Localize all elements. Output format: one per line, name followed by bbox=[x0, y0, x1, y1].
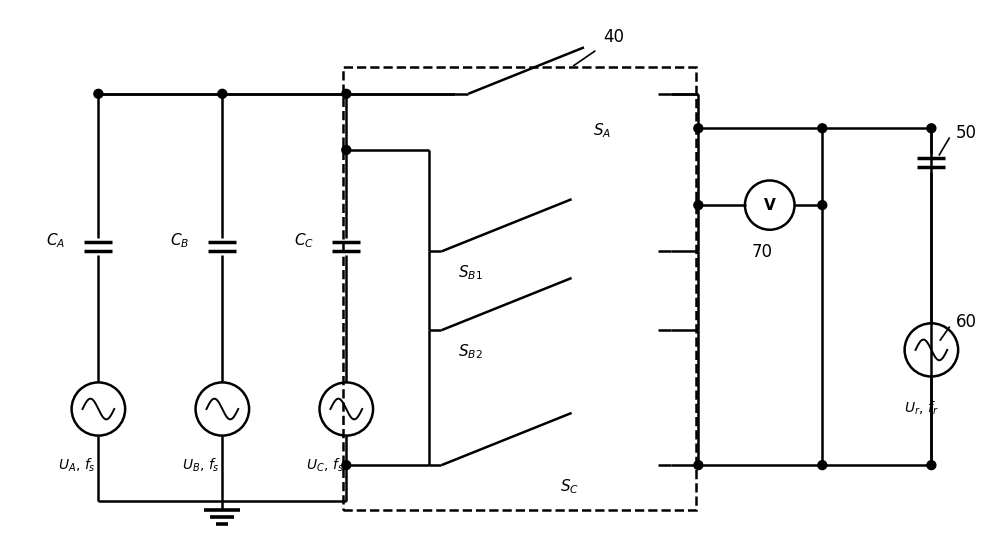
Circle shape bbox=[94, 90, 103, 98]
Text: $S_A$: $S_A$ bbox=[593, 121, 611, 140]
Circle shape bbox=[818, 461, 827, 470]
Circle shape bbox=[818, 201, 827, 210]
Circle shape bbox=[927, 124, 936, 133]
Circle shape bbox=[342, 461, 351, 470]
Text: $U_A$, $f_s$: $U_A$, $f_s$ bbox=[58, 456, 95, 474]
Circle shape bbox=[342, 90, 351, 98]
Circle shape bbox=[694, 201, 703, 210]
Circle shape bbox=[342, 146, 351, 155]
Text: $U_C$, $f_s$: $U_C$, $f_s$ bbox=[306, 456, 343, 474]
Text: $C_C$: $C_C$ bbox=[294, 231, 314, 250]
Circle shape bbox=[818, 124, 827, 133]
Text: $U_r$, $f_r$: $U_r$, $f_r$ bbox=[904, 399, 939, 416]
Text: 60: 60 bbox=[956, 314, 977, 331]
Circle shape bbox=[694, 124, 703, 133]
Text: $S_{B2}$: $S_{B2}$ bbox=[458, 342, 483, 361]
Text: 40: 40 bbox=[604, 28, 625, 46]
Circle shape bbox=[694, 461, 703, 470]
Text: V: V bbox=[764, 197, 776, 212]
Text: 50: 50 bbox=[956, 124, 977, 142]
Text: $C_A$: $C_A$ bbox=[46, 231, 65, 250]
Circle shape bbox=[927, 461, 936, 470]
Text: 70: 70 bbox=[751, 242, 772, 261]
Text: $C_B$: $C_B$ bbox=[170, 231, 189, 250]
Text: $S_C$: $S_C$ bbox=[560, 477, 579, 495]
Text: $U_B$, $f_s$: $U_B$, $f_s$ bbox=[182, 456, 219, 474]
Circle shape bbox=[218, 90, 227, 98]
Text: $S_{B1}$: $S_{B1}$ bbox=[458, 263, 483, 282]
